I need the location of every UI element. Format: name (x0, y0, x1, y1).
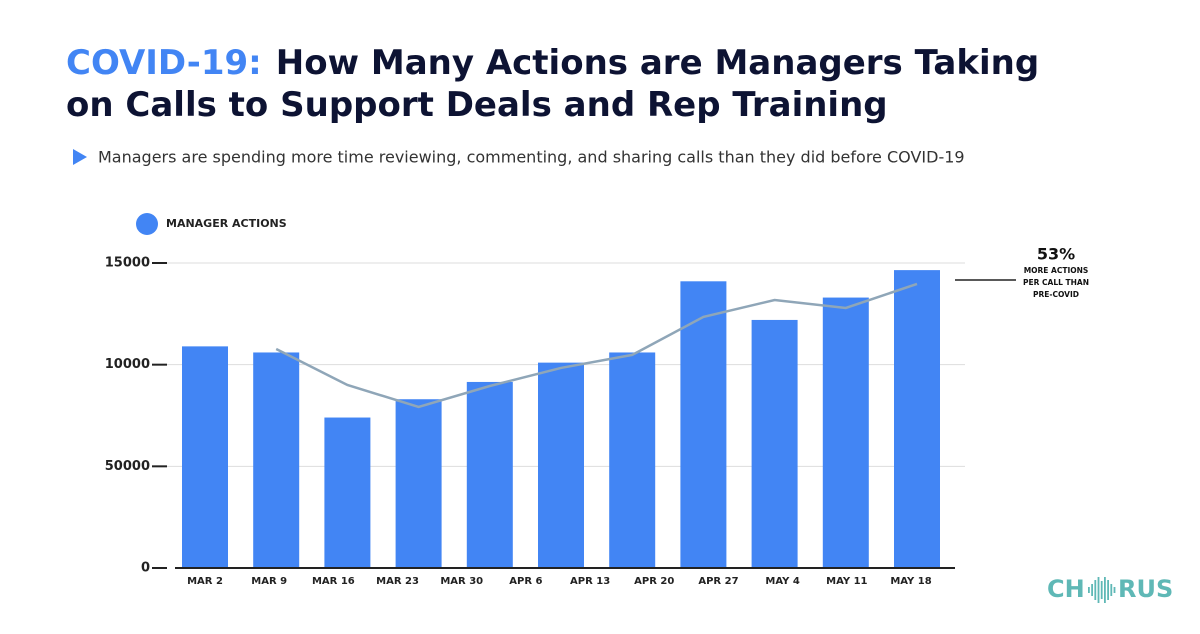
logo-wave (1104, 577, 1106, 603)
title-line: on Calls to Support Deals and Rep Traini… (66, 85, 888, 125)
bar (395, 399, 442, 568)
logo-wave (1107, 580, 1109, 600)
bar (466, 381, 513, 568)
x-tick-label: APR 6 (509, 576, 542, 587)
logo-right: RUS (1118, 575, 1173, 603)
subtitle: Managers are spending more time reviewin… (98, 148, 965, 167)
bar (253, 352, 300, 568)
legend-swatch (136, 213, 158, 235)
y-tick-label: 0 (141, 561, 150, 576)
bar (609, 352, 656, 568)
trend-line (275, 282, 918, 409)
x-tick-label: MAY 4 (765, 576, 799, 587)
x-tick-label: APR 20 (634, 576, 674, 587)
x-tick-label: MAR 9 (251, 576, 287, 587)
bar (680, 281, 727, 568)
logo-wave (1110, 584, 1113, 596)
annotation-text: PER CALL THAN (1023, 278, 1089, 287)
bar (324, 417, 371, 568)
bar (182, 346, 228, 568)
x-tick-label: MAR 23 (376, 576, 419, 587)
annotation-text: MORE ACTIONS (1024, 266, 1089, 275)
chart-title: COVID-19: How Many Actions are Managers T… (66, 43, 1039, 125)
bar (894, 270, 940, 568)
logo-wave (1094, 580, 1097, 600)
bar (822, 297, 869, 568)
legend-label: MANAGER ACTIONS (166, 217, 287, 230)
logo-wave (1113, 587, 1116, 593)
logo-wave (1097, 577, 1100, 603)
x-tick-label: MAY 18 (890, 576, 931, 587)
y-tick-label: 10000 (105, 357, 150, 372)
y-tick-label: 15000 (105, 256, 150, 271)
logo-left: CH (1047, 575, 1085, 603)
x-tick-label: APR 13 (570, 576, 610, 587)
x-tick-label: MAR 2 (187, 576, 223, 587)
annotation-text: PRE-COVID (1033, 290, 1079, 299)
x-tick-label: MAY 11 (826, 576, 867, 587)
title-line: How Many Actions are Managers Taking (276, 43, 1039, 83)
logo-wave (1088, 587, 1090, 593)
y-tick-label: 50000 (105, 459, 150, 474)
annotation-value: 53% (1037, 245, 1075, 264)
x-tick-label: APR 27 (698, 576, 738, 587)
bar (751, 319, 798, 568)
x-tick-label: MAR 30 (440, 576, 483, 587)
x-tick-label: MAR 16 (312, 576, 355, 587)
logo-wave (1091, 584, 1093, 596)
title-highlight: COVID-19: (66, 43, 262, 83)
bullet (73, 149, 87, 165)
logo-wave (1100, 581, 1103, 599)
bar (538, 362, 584, 568)
